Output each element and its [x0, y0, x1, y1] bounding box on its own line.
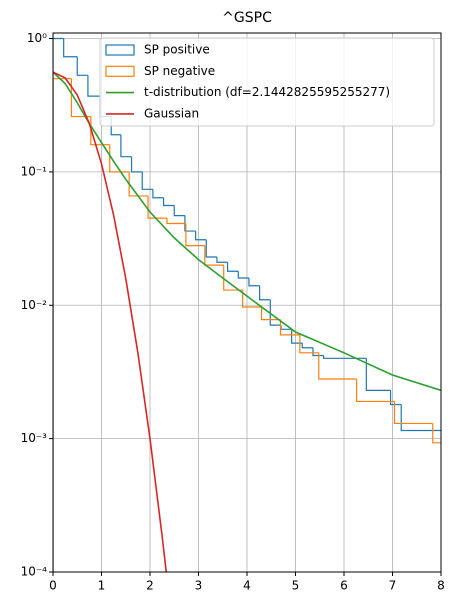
y-tick-label: 10⁻³ — [21, 431, 48, 445]
plot-frame — [52, 32, 442, 573]
x-tick-label: 7 — [389, 579, 397, 593]
x-tick-label: 5 — [292, 579, 300, 593]
x-tick-label: 4 — [243, 579, 251, 593]
hist-step — [109, 144, 130, 173]
hist-step — [223, 265, 243, 291]
hist-step — [128, 171, 149, 197]
hist-step — [301, 343, 313, 349]
legend-label: t-distribution (df=2.1442825595255277) — [144, 85, 390, 99]
hist-step — [269, 299, 281, 326]
hist-step — [185, 223, 205, 247]
hist-step — [194, 231, 207, 241]
hist-step — [53, 37, 64, 572]
hist-step — [318, 352, 357, 380]
hist-step — [141, 171, 153, 190]
y-tick-label: 10⁻⁴ — [21, 565, 48, 579]
legend-label: Gaussian — [144, 106, 199, 120]
x-tick-label: 8 — [437, 579, 445, 593]
hist-step — [205, 239, 217, 258]
hist-step — [130, 156, 143, 173]
chart-title: ^GSPC — [222, 10, 272, 26]
hist-step — [216, 257, 228, 263]
hist-step — [248, 278, 260, 287]
hist-step — [166, 218, 186, 225]
hist-step — [63, 38, 78, 58]
hist-step — [432, 423, 441, 444]
plot-area — [53, 37, 441, 572]
hist-step — [53, 78, 72, 572]
x-tick-label: 2 — [146, 579, 154, 593]
hist-step — [152, 189, 164, 199]
hist-step — [120, 134, 132, 158]
hist-step — [400, 404, 441, 432]
hist-step — [389, 390, 402, 406]
hist-step — [356, 378, 395, 403]
hist-step — [237, 271, 249, 279]
line — [53, 71, 441, 392]
y-tick-label: 10⁻¹ — [21, 164, 48, 178]
hist-step — [184, 215, 196, 232]
y-tick-label: 10⁻² — [21, 298, 48, 312]
hist-step — [279, 319, 300, 336]
legend-label: SP negative — [144, 64, 215, 78]
legend-swatch — [105, 65, 135, 77]
hist-step — [259, 285, 271, 301]
hist-step — [323, 355, 367, 359]
hist-step — [260, 307, 281, 321]
hist-step — [147, 195, 167, 219]
x-tick-label: 0 — [49, 579, 57, 593]
hist-step — [162, 197, 175, 207]
hist-step — [291, 329, 303, 344]
x-tick-label: 6 — [340, 579, 348, 593]
hist-step — [393, 401, 433, 425]
hist-step — [312, 347, 324, 357]
y-tick-label: 10⁰ — [27, 31, 47, 45]
hist-step — [173, 205, 185, 217]
x-tick-label: 1 — [98, 579, 106, 593]
hist-step — [242, 290, 262, 308]
hist-step — [227, 262, 239, 272]
legend-swatch — [105, 44, 135, 56]
legend-box — [99, 37, 435, 127]
x-tick-label: 3 — [195, 579, 203, 593]
hist-step — [299, 334, 319, 354]
hist-step — [365, 358, 391, 391]
legend-label: SP positive — [144, 43, 210, 57]
hist-step — [87, 75, 101, 97]
hist-step — [76, 56, 88, 76]
line — [53, 71, 168, 572]
